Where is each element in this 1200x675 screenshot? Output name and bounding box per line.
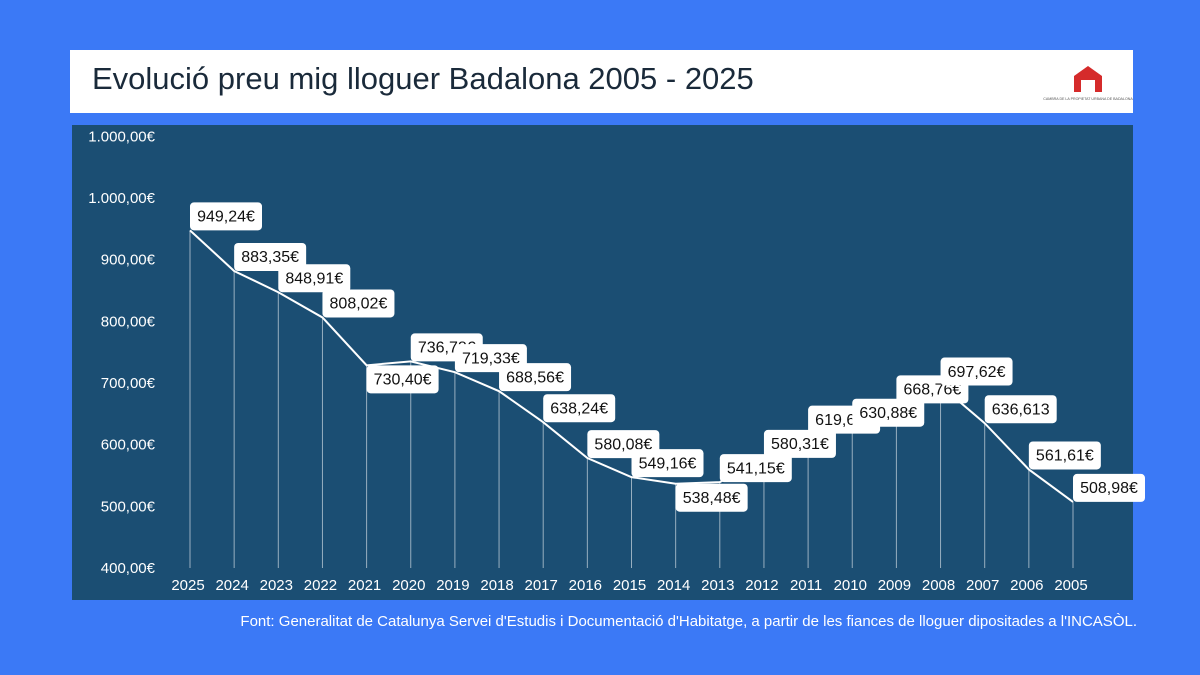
y-tick-label: 1.000,00€ — [88, 190, 155, 207]
y-tick-label: 900,00€ — [101, 252, 156, 269]
y-tick-label: 400,00€ — [101, 560, 156, 577]
data-label: 668,76€ — [903, 382, 961, 399]
data-label-box — [675, 483, 748, 512]
data-label: 541,15€ — [727, 460, 785, 477]
x-tick-label: 2008 — [922, 577, 955, 594]
y-tick-label: 800,00€ — [101, 313, 156, 330]
x-tick-label: 2010 — [834, 577, 867, 594]
plot: 400,00€ 500,00€ 600,00€ 700,00€ 800,00€ 900,0… — [88, 128, 1145, 594]
y-tick-label: 500,00€ — [101, 498, 156, 515]
y-tick-label: 700,00€ — [101, 375, 156, 392]
x-tick-label: 2011 — [790, 577, 822, 594]
data-label-box — [719, 454, 792, 483]
data-label: 808,02€ — [330, 296, 388, 313]
x-tick-label: 2007 — [966, 577, 999, 594]
x-tick-label: 2006 — [1010, 577, 1043, 594]
x-tick-label: 2019 — [436, 577, 469, 594]
header-bar — [70, 50, 1133, 113]
y-tick-label: 1.000,00€ — [88, 128, 155, 145]
data-label: 883,35€ — [241, 249, 299, 266]
data-label-box — [1028, 441, 1101, 470]
data-label: 580,08€ — [594, 436, 652, 453]
data-label: 638,24€ — [550, 400, 608, 417]
data-label: 508,98€ — [1080, 480, 1138, 497]
data-label: 719,33€ — [462, 350, 520, 367]
data-label-box — [190, 202, 262, 231]
data-label-box — [631, 449, 704, 478]
x-tick-label: 2013 — [701, 577, 734, 594]
logo-mark — [1074, 66, 1102, 92]
x-tick-label: 2020 — [392, 577, 425, 594]
x-tick-label: 2021 — [348, 577, 381, 594]
x-tick-label: 2018 — [480, 577, 513, 594]
data-label-box — [499, 363, 572, 392]
x-tick-label: 2023 — [260, 577, 293, 594]
data-label-box — [984, 395, 1057, 424]
logo-text: CAMBRA DE LA PROPIETAT URBANA DE BADALON… — [1043, 97, 1133, 101]
data-label: 949,24€ — [197, 209, 255, 226]
data-label: 538,48€ — [683, 490, 741, 507]
x-tick-label: 2005 — [1054, 577, 1087, 594]
data-label-box — [543, 394, 616, 423]
x-tick-label: 2022 — [304, 577, 337, 594]
data-label: 549,16€ — [639, 455, 697, 472]
x-tick-label: 2014 — [657, 577, 690, 594]
data-label-box — [852, 398, 925, 427]
y-tick-label: 600,00€ — [101, 437, 156, 454]
title: Evolució preu mig lloguer Badalona 2005 … — [92, 61, 754, 96]
data-label-box — [940, 357, 1013, 386]
x-tick-label: 2009 — [878, 577, 911, 594]
data-label: 561,61€ — [1036, 448, 1094, 465]
data-label-box — [1073, 473, 1145, 502]
x-tick-label: 2016 — [569, 577, 602, 594]
x-tick-label: 2012 — [745, 577, 778, 594]
x-tick-label: 2024 — [215, 577, 248, 594]
x-tick-label: 2025 — [171, 577, 204, 594]
data-label: 730,40€ — [374, 372, 432, 389]
data-label: 688,56€ — [506, 369, 564, 386]
source-note: Font: Generalitat de Catalunya Servei d'… — [240, 613, 1137, 630]
data-label: 630,88€ — [859, 405, 917, 422]
data-label-box — [763, 429, 836, 458]
data-label: 636,613 — [992, 401, 1050, 418]
data-label-box — [234, 242, 307, 271]
data-label: 580,31€ — [771, 436, 829, 453]
x-tick-label: 2017 — [525, 577, 558, 594]
data-label: 848,91€ — [285, 270, 343, 287]
data-label: 697,62€ — [948, 364, 1006, 381]
logo: CAMBRA DE LA PROPIETAT URBANA DE BADALON… — [1043, 66, 1133, 101]
x-tick-label: 2015 — [613, 577, 646, 594]
data-label-box — [278, 264, 351, 293]
data-label-box — [322, 289, 395, 318]
data-label-box — [366, 365, 439, 394]
